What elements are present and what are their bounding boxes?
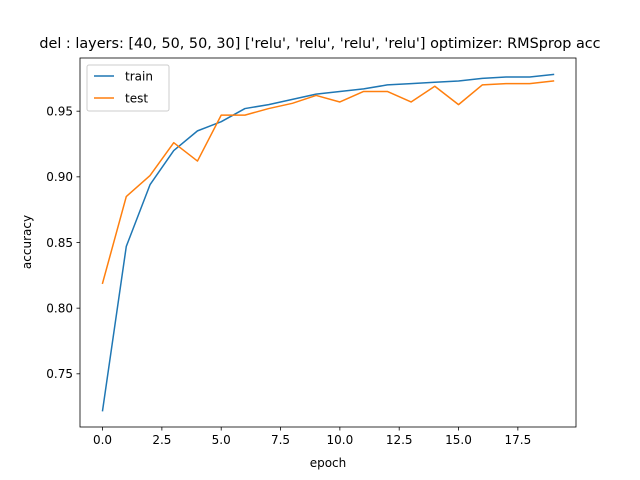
legend: train test bbox=[86, 64, 170, 112]
legend-label-train: train bbox=[125, 69, 153, 83]
x-tick-label: 5.0 bbox=[212, 433, 231, 447]
x-tick-label: 0.0 bbox=[93, 433, 112, 447]
y-tick-label: 0.75 bbox=[46, 367, 73, 381]
y-axis-label: accuracy bbox=[20, 215, 34, 269]
x-tick-label: 12.5 bbox=[386, 433, 413, 447]
x-axis-label: epoch bbox=[310, 456, 347, 470]
y-tick-label: 0.85 bbox=[46, 236, 73, 250]
plot-area: 0.0 2.5 5.0 7.5 10.0 12.5 15.0 17.5 0.75 0.80 0.85… bbox=[46, 57, 577, 447]
y-tick-label: 0.80 bbox=[46, 301, 73, 315]
x-tick-label: 10.0 bbox=[327, 433, 354, 447]
y-tick-label: 0.90 bbox=[46, 170, 73, 184]
y-tick-label: 0.95 bbox=[46, 104, 73, 118]
x-tick-label: 15.0 bbox=[445, 433, 472, 447]
legend-label-test: test bbox=[125, 91, 148, 105]
x-tick-label: 17.5 bbox=[504, 433, 531, 447]
x-tick-label: 7.5 bbox=[271, 433, 290, 447]
series-line-test bbox=[101, 80, 555, 285]
chart-title: del : layers: [40, 50, 50, 30] ['relu', … bbox=[39, 36, 600, 52]
x-tick-label: 2.5 bbox=[152, 433, 171, 447]
series-line-train bbox=[101, 73, 555, 412]
